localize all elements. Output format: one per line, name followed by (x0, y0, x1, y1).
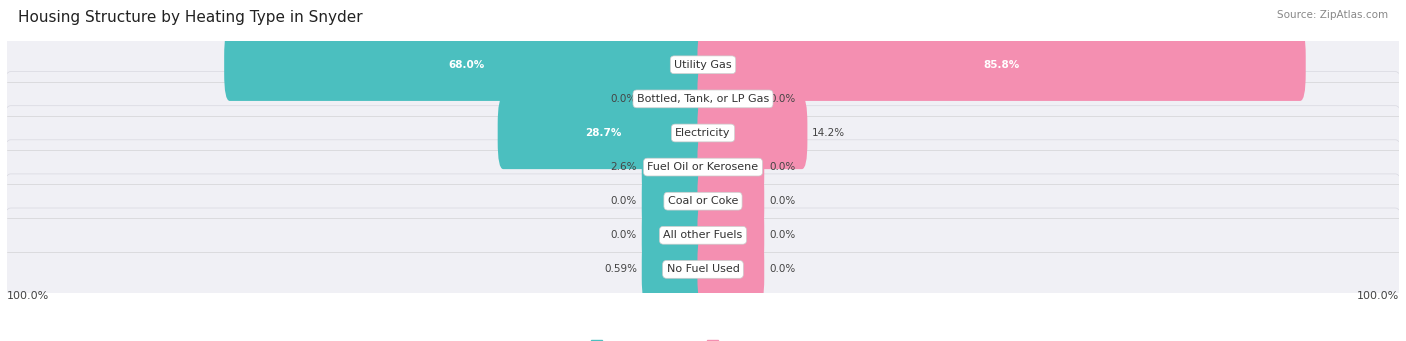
FancyBboxPatch shape (697, 131, 765, 203)
Text: 0.0%: 0.0% (769, 162, 796, 172)
FancyBboxPatch shape (641, 131, 709, 203)
FancyBboxPatch shape (498, 97, 709, 169)
Text: 100.0%: 100.0% (7, 291, 49, 300)
Text: Utility Gas: Utility Gas (675, 60, 731, 70)
FancyBboxPatch shape (641, 63, 709, 135)
Text: 0.0%: 0.0% (610, 196, 637, 206)
Text: 0.0%: 0.0% (769, 94, 796, 104)
Text: 0.0%: 0.0% (769, 196, 796, 206)
FancyBboxPatch shape (0, 3, 1406, 126)
Text: 0.0%: 0.0% (610, 230, 637, 240)
Text: 0.0%: 0.0% (769, 230, 796, 240)
FancyBboxPatch shape (697, 199, 765, 271)
FancyBboxPatch shape (0, 174, 1406, 297)
Text: Coal or Coke: Coal or Coke (668, 196, 738, 206)
FancyBboxPatch shape (697, 233, 765, 306)
Text: Source: ZipAtlas.com: Source: ZipAtlas.com (1277, 10, 1388, 20)
FancyBboxPatch shape (641, 165, 709, 237)
FancyBboxPatch shape (0, 72, 1406, 194)
Text: Fuel Oil or Kerosene: Fuel Oil or Kerosene (647, 162, 759, 172)
Text: Housing Structure by Heating Type in Snyder: Housing Structure by Heating Type in Sny… (18, 10, 363, 25)
FancyBboxPatch shape (697, 97, 807, 169)
FancyBboxPatch shape (0, 208, 1406, 331)
FancyBboxPatch shape (697, 63, 765, 135)
FancyBboxPatch shape (0, 140, 1406, 263)
FancyBboxPatch shape (641, 233, 709, 306)
FancyBboxPatch shape (641, 199, 709, 271)
FancyBboxPatch shape (697, 29, 1306, 101)
Text: 2.6%: 2.6% (610, 162, 637, 172)
Text: 0.0%: 0.0% (769, 264, 796, 275)
Text: 68.0%: 68.0% (449, 60, 485, 70)
Text: 0.0%: 0.0% (610, 94, 637, 104)
Text: 100.0%: 100.0% (1357, 291, 1399, 300)
Text: 14.2%: 14.2% (813, 128, 845, 138)
FancyBboxPatch shape (224, 29, 709, 101)
Text: No Fuel Used: No Fuel Used (666, 264, 740, 275)
Text: 28.7%: 28.7% (585, 128, 621, 138)
FancyBboxPatch shape (697, 165, 765, 237)
Legend: Owner-occupied, Renter-occupied: Owner-occupied, Renter-occupied (592, 340, 814, 341)
Text: 85.8%: 85.8% (983, 60, 1019, 70)
Text: Bottled, Tank, or LP Gas: Bottled, Tank, or LP Gas (637, 94, 769, 104)
Text: 0.59%: 0.59% (605, 264, 637, 275)
FancyBboxPatch shape (0, 106, 1406, 228)
Text: Electricity: Electricity (675, 128, 731, 138)
FancyBboxPatch shape (0, 38, 1406, 160)
Text: All other Fuels: All other Fuels (664, 230, 742, 240)
